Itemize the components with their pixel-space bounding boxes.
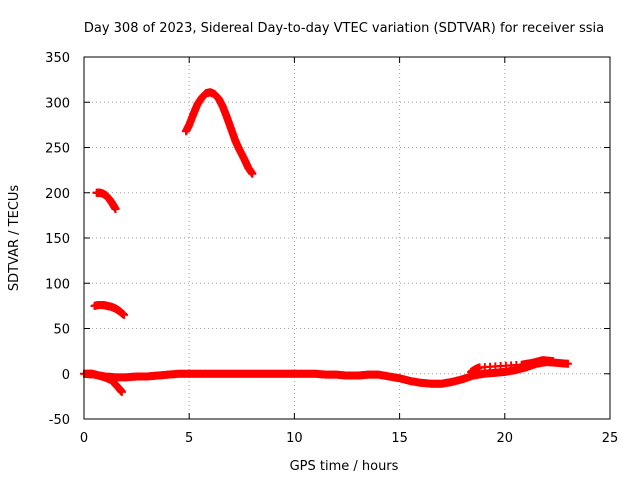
- x-tick-label: 20: [497, 431, 514, 446]
- data-point: [119, 310, 128, 319]
- series-arc-75: [90, 300, 128, 319]
- data-point: [117, 387, 126, 396]
- series-arc-200: [92, 188, 120, 214]
- axis-ticks: 0 5 10 15 20 25 -50 0 50 100 150 200 250 300 350: [45, 51, 618, 446]
- data-points: [80, 88, 572, 396]
- chart-title: Day 308 of 2023, Sidereal Day-to-day VTE…: [84, 21, 604, 36]
- x-tick-label: 15: [391, 431, 408, 446]
- series-arc-baseline: [80, 357, 572, 388]
- data-point: [563, 359, 572, 368]
- data-point: [549, 357, 558, 366]
- y-tick-label: 350: [45, 51, 70, 66]
- data-point: [111, 205, 120, 214]
- y-tick-label: 100: [45, 277, 70, 292]
- x-tick-label: 10: [286, 431, 303, 446]
- y-tick-label: 50: [53, 323, 70, 338]
- y-tick-label: -50: [49, 413, 70, 428]
- y-tick-label: 0: [62, 368, 70, 383]
- y-tick-label: 250: [45, 142, 70, 157]
- plot-frame: [83, 56, 611, 420]
- x-tick-label: 0: [80, 431, 88, 446]
- data-point: [248, 169, 257, 178]
- y-tick-label: 200: [45, 187, 70, 202]
- series-arc-peak: [182, 88, 257, 178]
- x-tick-label: 25: [602, 431, 619, 446]
- series-arc-late: [467, 356, 558, 376]
- y-tick-label: 150: [45, 232, 70, 247]
- x-axis-title: GPS time / hours: [290, 459, 399, 474]
- y-axis-title: SDTVAR / TECUs: [7, 185, 22, 292]
- y-tick-label: 300: [45, 96, 70, 111]
- x-tick-label: 5: [185, 431, 193, 446]
